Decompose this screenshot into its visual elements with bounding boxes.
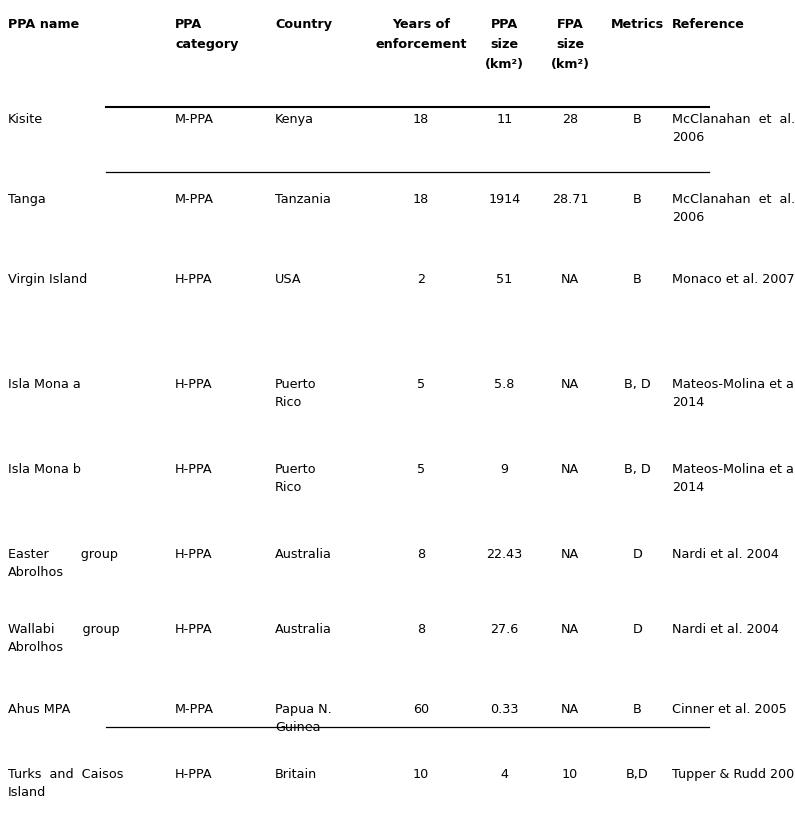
Text: 10: 10: [413, 768, 429, 781]
Text: Wallabi       group: Wallabi group: [8, 623, 120, 636]
Text: Abrolhos: Abrolhos: [8, 566, 64, 579]
Text: Nardi et al. 2004: Nardi et al. 2004: [672, 548, 779, 561]
Text: H-PPA: H-PPA: [175, 548, 212, 561]
Text: Tanzania: Tanzania: [275, 193, 331, 206]
Text: 10: 10: [562, 768, 578, 781]
Text: (km²): (km²): [485, 58, 524, 71]
Text: Isla Mona b: Isla Mona b: [8, 463, 81, 476]
Text: Tanga: Tanga: [8, 193, 46, 206]
Text: category: category: [175, 38, 238, 51]
Text: 5: 5: [417, 378, 425, 391]
Text: 8: 8: [417, 548, 425, 561]
Text: Nardi et al. 2004: Nardi et al. 2004: [672, 623, 779, 636]
Text: 11: 11: [496, 113, 513, 126]
Text: B,D: B,D: [626, 768, 649, 781]
Text: NA: NA: [561, 273, 579, 286]
Text: Puerto: Puerto: [275, 378, 316, 391]
Text: 2014: 2014: [672, 481, 704, 494]
Text: 28.71: 28.71: [552, 193, 588, 206]
Text: Years of: Years of: [392, 18, 450, 31]
Text: 18: 18: [413, 193, 429, 206]
Text: Island: Island: [8, 786, 46, 799]
Text: 5.8: 5.8: [494, 378, 514, 391]
Text: Country: Country: [275, 18, 332, 31]
Text: Tupper & Rudd 2002: Tupper & Rudd 2002: [672, 768, 795, 781]
Text: Ahus MPA: Ahus MPA: [8, 703, 71, 716]
Text: 9: 9: [501, 463, 509, 476]
Text: Australia: Australia: [275, 623, 332, 636]
Text: Puerto: Puerto: [275, 463, 316, 476]
Text: Mateos-Molina et al.: Mateos-Molina et al.: [672, 378, 795, 391]
Text: B, D: B, D: [624, 378, 651, 391]
Text: size: size: [491, 38, 518, 51]
Text: H-PPA: H-PPA: [175, 463, 212, 476]
Text: 0.33: 0.33: [491, 703, 519, 716]
Text: NA: NA: [561, 463, 579, 476]
Text: Abrolhos: Abrolhos: [8, 641, 64, 654]
Text: 2: 2: [417, 273, 425, 286]
Text: size: size: [556, 38, 584, 51]
Text: 60: 60: [413, 703, 429, 716]
Text: Papua N.: Papua N.: [275, 703, 332, 716]
Text: 2006: 2006: [672, 131, 704, 144]
Text: 1914: 1914: [488, 193, 521, 206]
Text: 8: 8: [417, 623, 425, 636]
Text: NA: NA: [561, 548, 579, 561]
Text: B, D: B, D: [624, 463, 651, 476]
Text: NA: NA: [561, 378, 579, 391]
Text: H-PPA: H-PPA: [175, 623, 212, 636]
Text: Easter        group: Easter group: [8, 548, 118, 561]
Text: 2006: 2006: [672, 211, 704, 224]
Text: B: B: [633, 273, 642, 286]
Text: McClanahan  et  al.: McClanahan et al.: [672, 193, 795, 206]
Text: Isla Mona a: Isla Mona a: [8, 378, 81, 391]
Text: D: D: [633, 548, 642, 561]
Text: enforcement: enforcement: [375, 38, 467, 51]
Text: B: B: [633, 703, 642, 716]
Text: NA: NA: [561, 703, 579, 716]
Text: Reference: Reference: [672, 18, 745, 31]
Text: Rico: Rico: [275, 481, 302, 494]
Text: (km²): (km²): [550, 58, 590, 71]
Text: 2014: 2014: [672, 396, 704, 409]
Text: H-PPA: H-PPA: [175, 768, 212, 781]
Text: Monaco et al. 2007: Monaco et al. 2007: [672, 273, 795, 286]
Text: B: B: [633, 113, 642, 126]
Text: B: B: [633, 193, 642, 206]
Text: Kenya: Kenya: [275, 113, 314, 126]
Text: Britain: Britain: [275, 768, 317, 781]
Text: USA: USA: [275, 273, 301, 286]
Text: 5: 5: [417, 463, 425, 476]
Text: Metrics: Metrics: [611, 18, 664, 31]
Text: Cinner et al. 2005: Cinner et al. 2005: [672, 703, 787, 716]
Text: H-PPA: H-PPA: [175, 273, 212, 286]
Text: NA: NA: [561, 623, 579, 636]
Text: 28: 28: [562, 113, 578, 126]
Text: Rico: Rico: [275, 396, 302, 409]
Text: M-PPA: M-PPA: [175, 193, 214, 206]
Text: PPA: PPA: [491, 18, 518, 31]
Text: 18: 18: [413, 113, 429, 126]
Text: Mateos-Molina et al.: Mateos-Molina et al.: [672, 463, 795, 476]
Text: D: D: [633, 623, 642, 636]
Text: Virgin Island: Virgin Island: [8, 273, 87, 286]
Text: PPA name: PPA name: [8, 18, 80, 31]
Text: H-PPA: H-PPA: [175, 378, 212, 391]
Text: Australia: Australia: [275, 548, 332, 561]
Text: 4: 4: [501, 768, 509, 781]
Text: FPA: FPA: [556, 18, 584, 31]
Text: 22.43: 22.43: [487, 548, 522, 561]
Text: M-PPA: M-PPA: [175, 703, 214, 716]
Text: McClanahan  et  al.: McClanahan et al.: [672, 113, 795, 126]
Text: 51: 51: [496, 273, 513, 286]
Text: 27.6: 27.6: [491, 623, 518, 636]
Text: PPA: PPA: [175, 18, 202, 31]
Text: Guinea: Guinea: [275, 721, 320, 734]
Text: Turks  and  Caisos: Turks and Caisos: [8, 768, 123, 781]
Text: M-PPA: M-PPA: [175, 113, 214, 126]
Text: Kisite: Kisite: [8, 113, 43, 126]
